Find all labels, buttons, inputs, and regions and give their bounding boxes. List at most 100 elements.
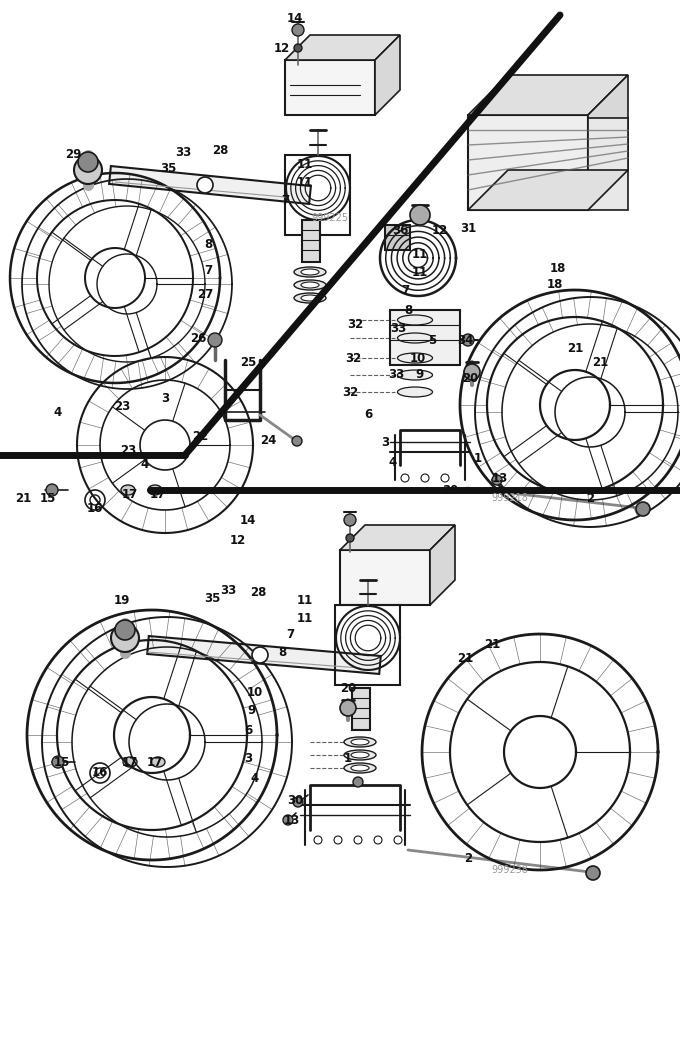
Ellipse shape [344,763,376,773]
Polygon shape [588,75,628,210]
Text: 16: 16 [92,765,108,779]
Text: 17: 17 [122,488,138,502]
Text: 29: 29 [65,149,81,161]
Circle shape [74,156,102,184]
Text: 28: 28 [250,585,266,599]
Bar [390,310,460,365]
Text: 16: 16 [87,502,103,514]
Text: 35: 35 [204,591,220,605]
Polygon shape [340,525,455,550]
Ellipse shape [344,750,376,760]
Text: 34: 34 [457,333,473,347]
Text: 21: 21 [484,638,500,652]
Ellipse shape [121,485,135,496]
Text: 3: 3 [244,752,252,764]
Text: 13: 13 [284,813,300,827]
Text: 11: 11 [297,611,313,625]
Text: 11: 11 [412,249,428,261]
Circle shape [346,534,354,542]
Ellipse shape [398,333,432,342]
Circle shape [353,777,363,787]
Ellipse shape [301,282,319,288]
Text: 18: 18 [550,261,566,275]
Text: 999238: 999238 [492,865,528,875]
Text: 19: 19 [114,593,130,607]
Text: 21: 21 [567,341,583,355]
Ellipse shape [351,765,369,771]
Text: 35: 35 [160,161,176,175]
Ellipse shape [294,266,326,277]
Text: 18: 18 [547,279,563,291]
Ellipse shape [123,757,137,767]
Text: 12: 12 [274,42,290,54]
Circle shape [464,364,480,380]
Text: 999218: 999218 [492,493,528,503]
Bar [588,118,628,210]
Text: 3: 3 [381,435,389,449]
Polygon shape [430,525,455,605]
Text: 22: 22 [192,430,208,442]
Text: 4: 4 [251,771,259,785]
Circle shape [344,514,356,526]
Text: 7: 7 [204,263,212,277]
Text: 8: 8 [404,304,412,316]
Polygon shape [375,35,400,115]
Ellipse shape [344,737,376,747]
Text: 21: 21 [592,355,608,369]
Circle shape [294,44,302,52]
Text: 10: 10 [247,686,263,699]
Text: 20: 20 [462,372,478,384]
Text: 9: 9 [416,369,424,381]
Text: 33: 33 [175,146,191,158]
Ellipse shape [398,387,432,397]
Text: 33: 33 [390,322,406,334]
Text: 1: 1 [474,452,482,464]
Circle shape [197,177,213,193]
Text: 11: 11 [297,593,313,607]
Circle shape [293,797,303,807]
Circle shape [283,815,293,826]
Text: 14: 14 [240,513,256,527]
Bar [335,605,400,685]
Text: 17: 17 [122,756,138,768]
Text: 14: 14 [287,11,303,25]
Polygon shape [148,636,381,674]
Circle shape [78,152,98,172]
Text: 4: 4 [141,458,149,472]
Circle shape [462,334,474,346]
Text: 23: 23 [114,400,130,412]
Text: 33: 33 [220,584,236,596]
Circle shape [292,24,304,36]
Text: 32: 32 [342,385,358,399]
Text: 24: 24 [260,433,276,447]
Bar [340,550,430,605]
Text: 12: 12 [432,224,448,236]
Text: 17: 17 [150,488,166,502]
Text: 11: 11 [297,158,313,172]
Text: 15: 15 [40,491,56,505]
Text: 999225: 999225 [311,213,349,223]
Text: 17: 17 [147,756,163,768]
Text: 10: 10 [410,352,426,364]
Text: 25: 25 [240,355,256,369]
Text: 20: 20 [340,682,356,694]
Text: 27: 27 [197,288,213,302]
Circle shape [46,484,58,496]
Ellipse shape [151,757,165,767]
Text: 8: 8 [278,645,286,659]
Text: 32: 32 [347,319,363,331]
Polygon shape [285,35,400,60]
Text: 21: 21 [457,652,473,664]
Text: 7: 7 [281,194,289,206]
Circle shape [292,436,302,446]
Text: 7: 7 [286,629,294,641]
Text: 12: 12 [230,533,246,547]
Text: 30: 30 [442,483,458,497]
Text: 11: 11 [297,176,313,188]
Ellipse shape [398,370,432,380]
Ellipse shape [351,739,369,745]
Text: 15: 15 [54,756,70,768]
Polygon shape [109,167,311,204]
Circle shape [340,700,356,716]
Text: 1: 1 [344,752,352,764]
